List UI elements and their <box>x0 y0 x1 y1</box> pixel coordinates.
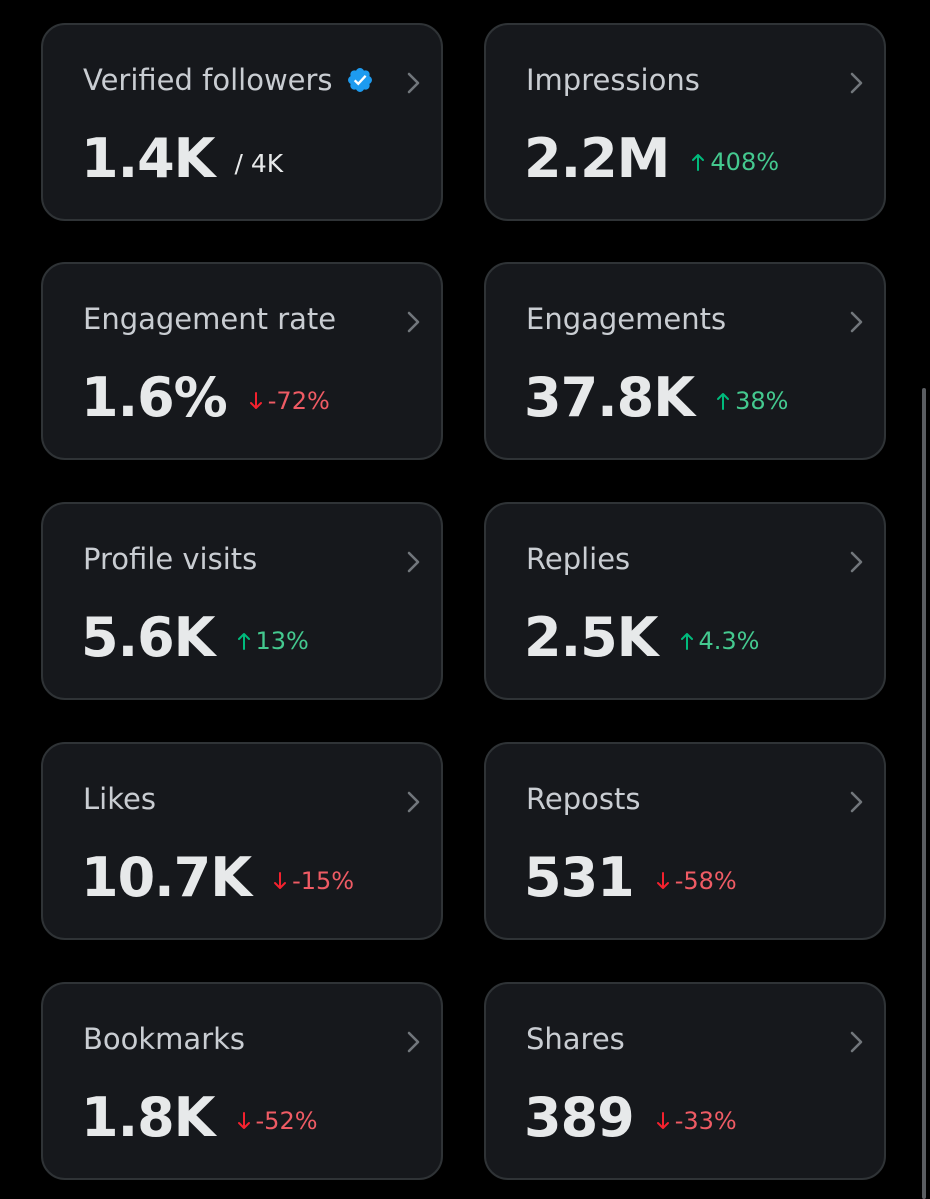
change-value: -15% <box>292 867 355 895</box>
change-indicator: -72% <box>249 387 330 415</box>
stat-value: 389 <box>524 1086 635 1149</box>
value-row: 2.2M 408% <box>524 128 779 190</box>
chevron-right-icon <box>850 551 863 573</box>
arrow-down-icon <box>274 872 287 889</box>
change-indicator: 408% <box>691 148 779 176</box>
change-indicator: 13% <box>237 627 309 655</box>
chevron-right-icon <box>850 72 863 94</box>
card-title-label: Verified followers <box>83 63 333 97</box>
card-title: Reposts <box>526 782 641 816</box>
chevron-right-icon <box>850 1031 863 1053</box>
stat-value: 1.4K <box>81 127 216 190</box>
card-title: Bookmarks <box>83 1022 246 1056</box>
stat-card-replies[interactable]: Replies 2.5K 4.3% <box>484 502 886 700</box>
scrollbar[interactable] <box>922 0 926 1199</box>
change-value: -72% <box>267 387 330 415</box>
verified-badge-icon <box>347 68 372 92</box>
chevron-right-icon <box>407 551 420 573</box>
stat-card-engagement-rate[interactable]: Engagement rate 1.6% -72% <box>41 262 443 460</box>
arrow-down-icon <box>237 1112 250 1129</box>
value-row: 37.8K 38% <box>524 367 788 429</box>
change-value: 38% <box>735 387 789 415</box>
change-indicator: -52% <box>237 1107 318 1135</box>
chevron-right-icon <box>407 72 420 94</box>
chevron-right-icon <box>407 311 420 333</box>
stat-card-bookmarks[interactable]: Bookmarks 1.8K -52% <box>41 982 443 1180</box>
stat-value: 2.2M <box>524 127 670 190</box>
stat-value: 1.6% <box>81 366 228 429</box>
arrow-up-icon <box>680 633 693 650</box>
stat-card-profile-visits[interactable]: Profile visits 5.6K 13% <box>41 502 443 700</box>
stat-card-likes[interactable]: Likes 10.7K -15% <box>41 742 443 940</box>
change-indicator: 4.3% <box>680 627 760 655</box>
stat-card-verified-followers[interactable]: Verified followers 1.4K / 4K <box>41 23 443 221</box>
stat-value: 531 <box>524 846 635 909</box>
card-title: Verified followers <box>83 63 374 97</box>
change-value: -33% <box>674 1107 737 1135</box>
chevron-right-icon <box>407 1031 420 1053</box>
arrow-down-icon <box>656 872 669 889</box>
arrow-down-icon <box>656 1112 669 1129</box>
value-row: 1.8K -52% <box>81 1087 318 1149</box>
chevron-right-icon <box>850 791 863 813</box>
stat-card-impressions[interactable]: Impressions 2.2M 408% <box>484 23 886 221</box>
card-title: Shares <box>526 1022 625 1056</box>
card-title: Profile visits <box>83 542 258 576</box>
card-title: Engagement rate <box>83 302 337 336</box>
change-value: -52% <box>255 1107 318 1135</box>
value-row: 531 -58% <box>524 847 737 909</box>
change-value: -58% <box>674 867 737 895</box>
change-value: 4.3% <box>698 627 760 655</box>
stat-total: / 4K <box>234 148 284 178</box>
card-title: Likes <box>83 782 156 816</box>
arrow-down-icon <box>249 392 262 409</box>
value-row: 2.5K 4.3% <box>524 607 760 669</box>
stat-value: 37.8K <box>524 366 695 429</box>
chevron-right-icon <box>407 791 420 813</box>
change-value: 408% <box>710 148 780 176</box>
value-row: 1.6% -72% <box>81 367 330 429</box>
value-row: 5.6K 13% <box>81 607 309 669</box>
change-indicator: 38% <box>716 387 788 415</box>
change-indicator: -58% <box>656 867 737 895</box>
stat-value: 1.8K <box>81 1086 216 1149</box>
stat-value: 10.7K <box>81 846 252 909</box>
arrow-up-icon <box>237 633 250 650</box>
scrollbar-thumb[interactable] <box>922 388 926 1199</box>
stat-value: 5.6K <box>81 606 216 669</box>
card-title: Replies <box>526 542 631 576</box>
change-indicator: -15% <box>273 867 354 895</box>
card-title: Engagements <box>526 302 727 336</box>
change-value: 13% <box>255 627 309 655</box>
stat-value: 2.5K <box>524 606 659 669</box>
value-row: 1.4K / 4K <box>81 128 283 190</box>
stat-card-engagements[interactable]: Engagements 37.8K 38% <box>484 262 886 460</box>
stat-card-shares[interactable]: Shares 389 -33% <box>484 982 886 1180</box>
arrow-up-icon <box>717 393 730 410</box>
chevron-right-icon <box>850 311 863 333</box>
arrow-up-icon <box>692 154 705 171</box>
stat-card-reposts[interactable]: Reposts 531 -58% <box>484 742 886 940</box>
card-title: Impressions <box>526 63 700 97</box>
value-row: 389 -33% <box>524 1087 737 1149</box>
value-row: 10.7K -15% <box>81 847 354 909</box>
change-indicator: -33% <box>656 1107 737 1135</box>
